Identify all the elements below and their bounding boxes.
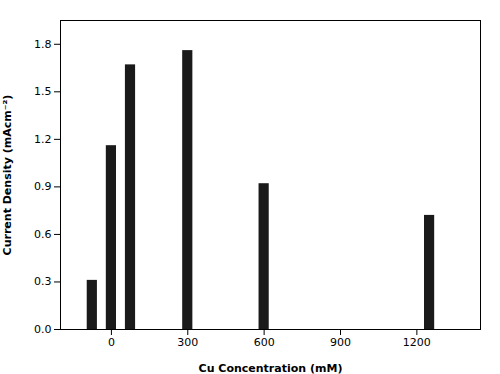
svg-text:300: 300 — [177, 336, 198, 349]
svg-text:900: 900 — [330, 336, 351, 349]
svg-text:1.5: 1.5 — [34, 85, 52, 98]
svg-text:1.8: 1.8 — [34, 38, 52, 51]
svg-text:Cu Concentration (mM): Cu Concentration (mM) — [199, 362, 343, 374]
svg-text:0.3: 0.3 — [34, 275, 52, 288]
svg-text:0: 0 — [108, 336, 115, 349]
svg-text:0.0: 0.0 — [34, 323, 52, 336]
svg-text:1.2: 1.2 — [34, 133, 52, 146]
svg-text:0.9: 0.9 — [34, 180, 52, 193]
svg-text:600: 600 — [254, 336, 275, 349]
svg-text:0.6: 0.6 — [34, 228, 52, 241]
svg-text:Current Density (mAcm⁻²): Current Density (mAcm⁻²) — [1, 95, 14, 256]
svg-text:1200: 1200 — [403, 336, 431, 349]
